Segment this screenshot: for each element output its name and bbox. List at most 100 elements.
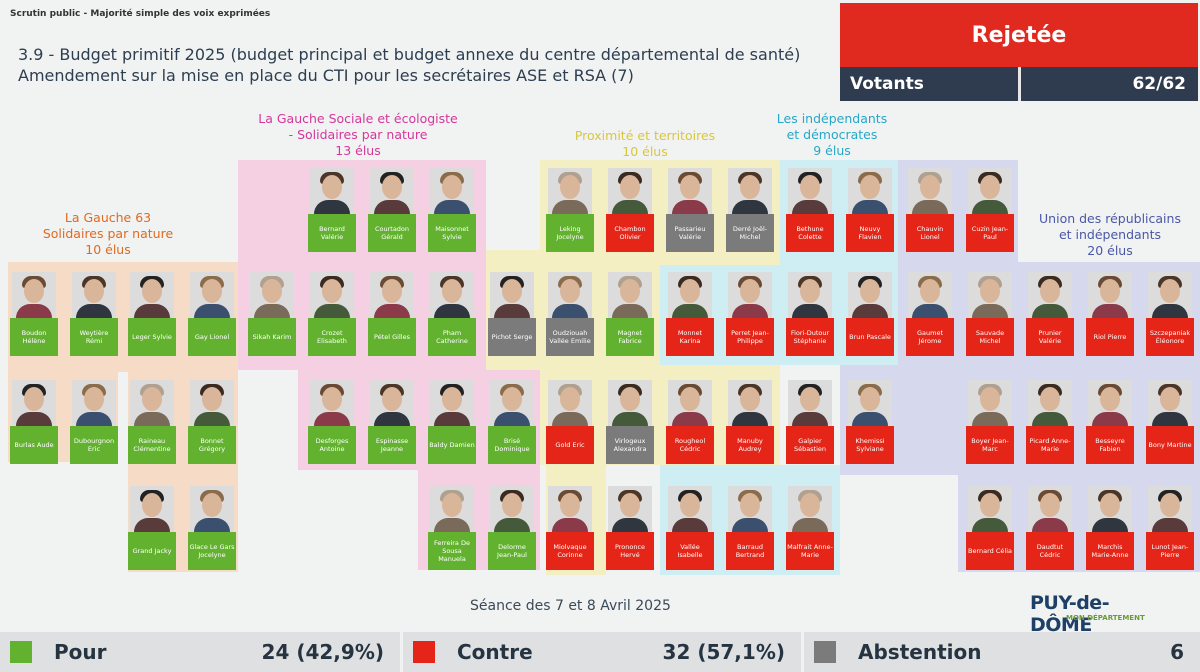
title-line-2: Amendement sur la mise en place du CTI p… bbox=[18, 66, 634, 85]
member-vote-label: Pichot Serge bbox=[488, 318, 536, 356]
member-vote-label: Khemissi Sylviane bbox=[846, 426, 894, 464]
member-photo bbox=[72, 272, 116, 320]
member-vote-label: Grand Jacky bbox=[128, 532, 176, 570]
group-header-line: 9 élus bbox=[813, 143, 851, 158]
member-card: Oudziouah Vallée Emilie bbox=[546, 272, 594, 370]
member-card: Bony Martine bbox=[1146, 380, 1194, 478]
group-header-gauche-sociale: La Gauche Sociale et écologiste - Solida… bbox=[228, 111, 488, 159]
member-photo bbox=[430, 380, 474, 428]
member-photo bbox=[1148, 486, 1192, 534]
member-photo bbox=[430, 486, 474, 534]
member-card: Leger Sylvie bbox=[128, 272, 176, 370]
group-header-line: 13 élus bbox=[335, 143, 381, 158]
member-card: Weytière Rémi bbox=[70, 272, 118, 370]
summary-contre: Contre 32 (57,1%) bbox=[403, 632, 801, 672]
member-vote-label: Bonnet Grégory bbox=[188, 426, 236, 464]
member-photo bbox=[430, 168, 474, 216]
member-vote-label: Lunot Jean-Pierre bbox=[1146, 532, 1194, 570]
member-vote-label: Dubourgnon Eric bbox=[70, 426, 118, 464]
member-photo bbox=[788, 486, 832, 534]
member-vote-label: Desforges Antoine bbox=[308, 426, 356, 464]
member-photo bbox=[668, 168, 712, 216]
member-vote-label: Weytière Rémi bbox=[70, 318, 118, 356]
member-card: Espinasse Jeanne bbox=[368, 380, 416, 478]
member-vote-label: Bernard Célia bbox=[966, 532, 1014, 570]
group-header-line: La Gauche Sociale et écologiste bbox=[258, 111, 458, 126]
member-photo bbox=[548, 168, 592, 216]
member-photo bbox=[1088, 486, 1132, 534]
member-vote-label: Sauvade Michel bbox=[966, 318, 1014, 356]
member-card: Bethune Colette bbox=[786, 168, 834, 266]
member-card: Dubourgnon Eric bbox=[70, 380, 118, 478]
member-card: Raineau Clémentine bbox=[128, 380, 176, 478]
group-header-independants: Les indépendants et démocrates 9 élus bbox=[752, 111, 912, 159]
group-header-line: Les indépendants bbox=[776, 111, 888, 126]
group-header-gauche63: La Gauche 63 Solidaires par nature 10 él… bbox=[28, 210, 188, 258]
group-header-line: 10 élus bbox=[85, 242, 131, 257]
member-vote-label: Boudon Hélène bbox=[10, 318, 58, 356]
member-photo bbox=[190, 272, 234, 320]
member-photo bbox=[130, 380, 174, 428]
contre-swatch bbox=[413, 641, 435, 663]
member-photo bbox=[130, 486, 174, 534]
result-banner: Rejetée bbox=[840, 3, 1198, 67]
member-vote-label: Picard Anne-Marie bbox=[1026, 426, 1074, 464]
member-photo bbox=[788, 380, 832, 428]
member-photo bbox=[608, 272, 652, 320]
member-vote-label: Fiori-Dutour Stéphanie bbox=[786, 318, 834, 356]
member-photo bbox=[968, 380, 1012, 428]
member-vote-label: Gold Eric bbox=[546, 426, 594, 464]
member-photo bbox=[1088, 380, 1132, 428]
member-vote-label: Miolvaque Corinne bbox=[546, 532, 594, 570]
member-vote-label: Oudziouah Vallée Emilie bbox=[546, 318, 594, 356]
member-photo bbox=[608, 380, 652, 428]
member-photo bbox=[1028, 272, 1072, 320]
member-vote-label: Monnet Karina bbox=[666, 318, 714, 356]
group-header-proximite: Proximité et territoires 10 élus bbox=[545, 128, 745, 160]
member-card: Leking Jocelyne bbox=[546, 168, 594, 266]
member-photo bbox=[548, 272, 592, 320]
member-photo bbox=[728, 486, 772, 534]
member-card: Derré Joël-Michel bbox=[726, 168, 774, 266]
member-vote-label: Sikah Karim bbox=[248, 318, 296, 356]
member-photo bbox=[430, 272, 474, 320]
member-card: Manuby Audrey bbox=[726, 380, 774, 478]
group-header-line: Union des républicains bbox=[1039, 211, 1181, 226]
member-card: Perret Jean-Philippe bbox=[726, 272, 774, 370]
seance-date: Séance des 7 et 8 Avril 2025 bbox=[470, 598, 671, 614]
member-photo bbox=[310, 168, 354, 216]
member-vote-label: Malfrait Anne-Marie bbox=[786, 532, 834, 570]
member-vote-label: Boyer Jean-Marc bbox=[966, 426, 1014, 464]
member-card: Baldy Damien bbox=[428, 380, 476, 478]
member-card: Neuvy Flavien bbox=[846, 168, 894, 266]
member-card: Delorme Jean-Paul bbox=[488, 486, 536, 584]
member-vote-label: Burlas Aude bbox=[10, 426, 58, 464]
member-photo bbox=[310, 380, 354, 428]
pour-value: 24 (42,9%) bbox=[261, 640, 384, 664]
member-photo bbox=[1028, 486, 1072, 534]
member-card: Khemissi Sylviane bbox=[846, 380, 894, 478]
member-vote-label: Espinasse Jeanne bbox=[368, 426, 416, 464]
member-photo bbox=[908, 168, 952, 216]
department-logo: PUY-de-DÔME MON DÉPARTEMENT bbox=[1030, 592, 1170, 636]
member-card: Gay Lionel bbox=[188, 272, 236, 370]
member-photo bbox=[190, 380, 234, 428]
member-card: Vallée Isabelle bbox=[666, 486, 714, 584]
votants-separator bbox=[1018, 67, 1021, 101]
member-photo bbox=[490, 272, 534, 320]
member-vote-label: Delorme Jean-Paul bbox=[488, 532, 536, 570]
member-vote-label: Magnet Fabrice bbox=[606, 318, 654, 356]
member-card: Daudtut Cédric bbox=[1026, 486, 1074, 584]
agenda-title: 3.9 - Budget primitif 2025 (budget princ… bbox=[18, 44, 828, 86]
scrutin-label: Scrutin public - Majorité simple des voi… bbox=[10, 9, 271, 19]
member-photo bbox=[370, 380, 414, 428]
member-photo bbox=[788, 168, 832, 216]
member-photo bbox=[788, 272, 832, 320]
member-card: Picard Anne-Marie bbox=[1026, 380, 1074, 478]
pour-swatch bbox=[10, 641, 32, 663]
member-vote-label: Baldy Damien bbox=[428, 426, 476, 464]
member-photo bbox=[1028, 380, 1072, 428]
member-card: Cuzin Jean-Paul bbox=[966, 168, 1014, 266]
member-card: Brisé Dominique bbox=[488, 380, 536, 478]
member-card: Virlogeux Alexandra bbox=[606, 380, 654, 478]
